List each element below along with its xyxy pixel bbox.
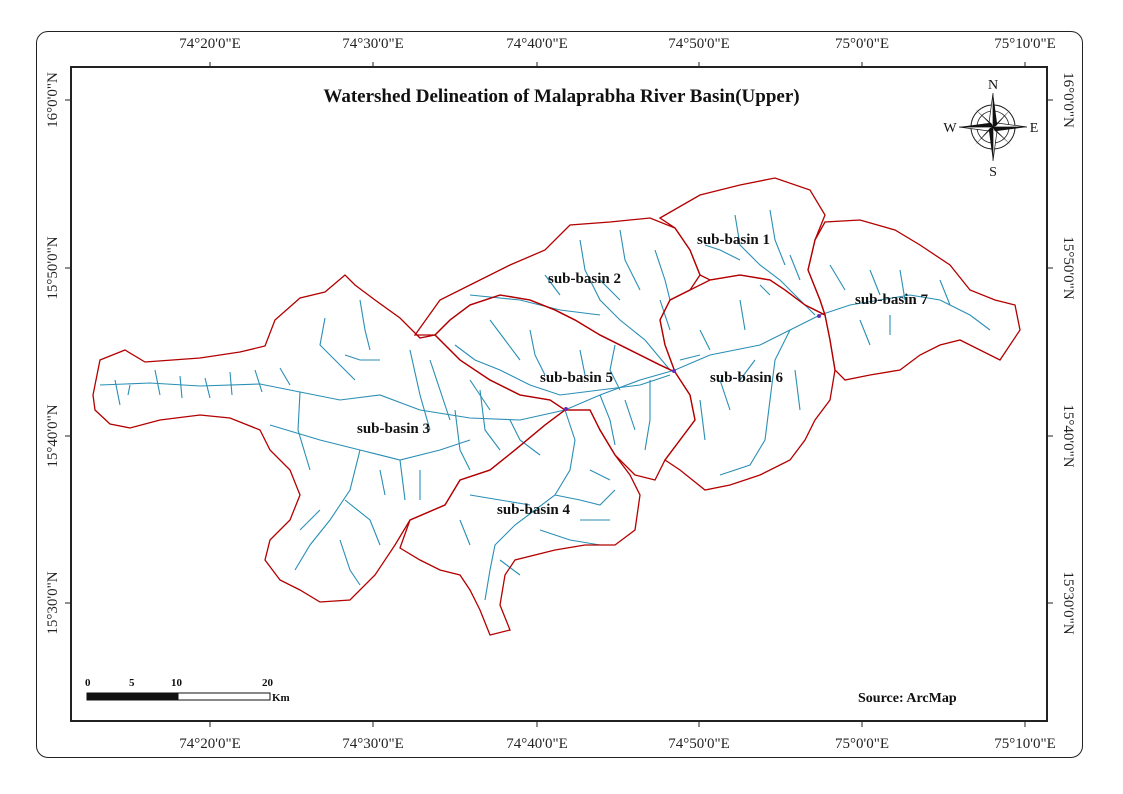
lon-label-top: 74°20'0"E [179, 36, 241, 52]
sub-basin-label: sub-basin 7 [855, 292, 928, 308]
scale-tick-label: 20 [262, 677, 273, 689]
outer-frame [36, 31, 1083, 758]
scale-tick-label: 0 [85, 677, 91, 689]
compass-w: W [943, 121, 957, 136]
scale-unit: Km [272, 692, 290, 704]
lon-label-bottom: 75°0'0"E [835, 736, 889, 752]
sub-basin-label: sub-basin 4 [497, 502, 570, 518]
lon-label-bottom: 74°40'0"E [506, 736, 568, 752]
sub-basin-label: sub-basin 3 [357, 421, 430, 437]
stream-network [99, 209, 991, 601]
frame-ticks [65, 62, 1053, 727]
outlet-point [672, 369, 676, 373]
lon-label-bottom: 74°20'0"E [179, 736, 241, 752]
compass-e: E [1030, 121, 1039, 136]
lon-label-top: 74°40'0"E [506, 36, 568, 52]
compass-s: S [989, 165, 997, 180]
lon-label-top: 75°10'0"E [994, 36, 1056, 52]
junction-point [564, 407, 568, 411]
lon-label-bottom: 75°10'0"E [994, 736, 1056, 752]
compass-rose: N S E W [943, 78, 1038, 180]
junction-point [817, 314, 821, 318]
map-frame [70, 66, 1048, 722]
compass-n: N [988, 78, 998, 93]
scale-tick-label: 5 [129, 677, 135, 689]
lon-label-bottom: 74°30'0"E [342, 736, 404, 752]
sub-basin-label: sub-basin 6 [710, 370, 783, 386]
sub-basin-boundaries [92, 177, 1021, 636]
map-title: Watershed Delineation of Malaprabha Rive… [323, 86, 800, 107]
sub-basin-label: sub-basin 2 [548, 271, 621, 287]
sub-basin-label: sub-basin 5 [540, 370, 613, 386]
lon-label-top: 75°0'0"E [835, 36, 889, 52]
scale-tick-label: 10 [171, 677, 182, 689]
lon-label-bottom: 74°50'0"E [668, 736, 730, 752]
scale-bar [86, 692, 271, 701]
sub-basin-label: sub-basin 1 [697, 232, 770, 248]
lon-label-top: 74°50'0"E [668, 36, 730, 52]
lon-label-top: 74°30'0"E [342, 36, 404, 52]
source-credit: Source: ArcMap [858, 691, 957, 706]
